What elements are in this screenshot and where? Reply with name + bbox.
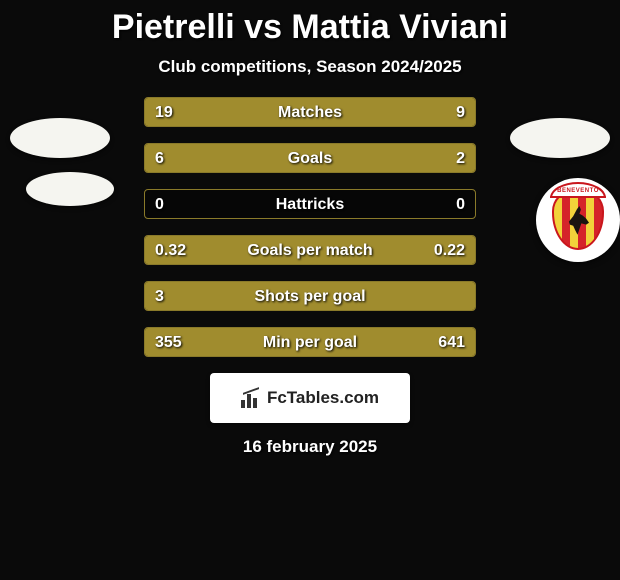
benevento-crest-icon: BENEVENTO (536, 178, 620, 262)
date-label: 16 february 2025 (0, 437, 620, 457)
right-club-badge-1 (510, 118, 610, 158)
stat-label: Goals (145, 144, 475, 172)
stat-row: 0.32 Goals per match 0.22 (144, 235, 476, 265)
stat-label: Hattricks (145, 190, 475, 218)
subtitle: Club competitions, Season 2024/2025 (0, 57, 620, 77)
stat-value-right: 641 (438, 328, 465, 356)
stat-row: 0 Hattricks 0 (144, 189, 476, 219)
stat-value-right: 9 (456, 98, 465, 126)
stat-value-right: 2 (456, 144, 465, 172)
stat-label: Goals per match (145, 236, 475, 264)
stat-row: 19 Matches 9 (144, 97, 476, 127)
stats-table: 19 Matches 9 6 Goals 2 0 Hattricks 0 0.3… (144, 97, 476, 357)
stat-row: 3 Shots per goal (144, 281, 476, 311)
stat-value-right: 0.22 (434, 236, 465, 264)
left-club-badge-1 (10, 118, 110, 158)
page-title: Pietrelli vs Mattia Viviani (0, 0, 620, 47)
stat-label: Shots per goal (145, 282, 475, 310)
crest-banner: BENEVENTO (550, 182, 606, 198)
stat-label: Matches (145, 98, 475, 126)
branding-badge: FcTables.com (210, 373, 410, 423)
stat-value-right: 0 (456, 190, 465, 218)
comparison-card: Pietrelli vs Mattia Viviani Club competi… (0, 0, 620, 580)
left-club-badge-2 (26, 172, 114, 206)
right-club-badge-2: BENEVENTO (536, 178, 620, 262)
stat-row: 6 Goals 2 (144, 143, 476, 173)
ellipse-icon (26, 172, 114, 206)
branding-text: FcTables.com (267, 388, 379, 408)
stat-label: Min per goal (145, 328, 475, 356)
stat-row: 355 Min per goal 641 (144, 327, 476, 357)
bar-chart-icon (241, 388, 261, 408)
ellipse-icon (10, 118, 110, 158)
ellipse-icon (510, 118, 610, 158)
